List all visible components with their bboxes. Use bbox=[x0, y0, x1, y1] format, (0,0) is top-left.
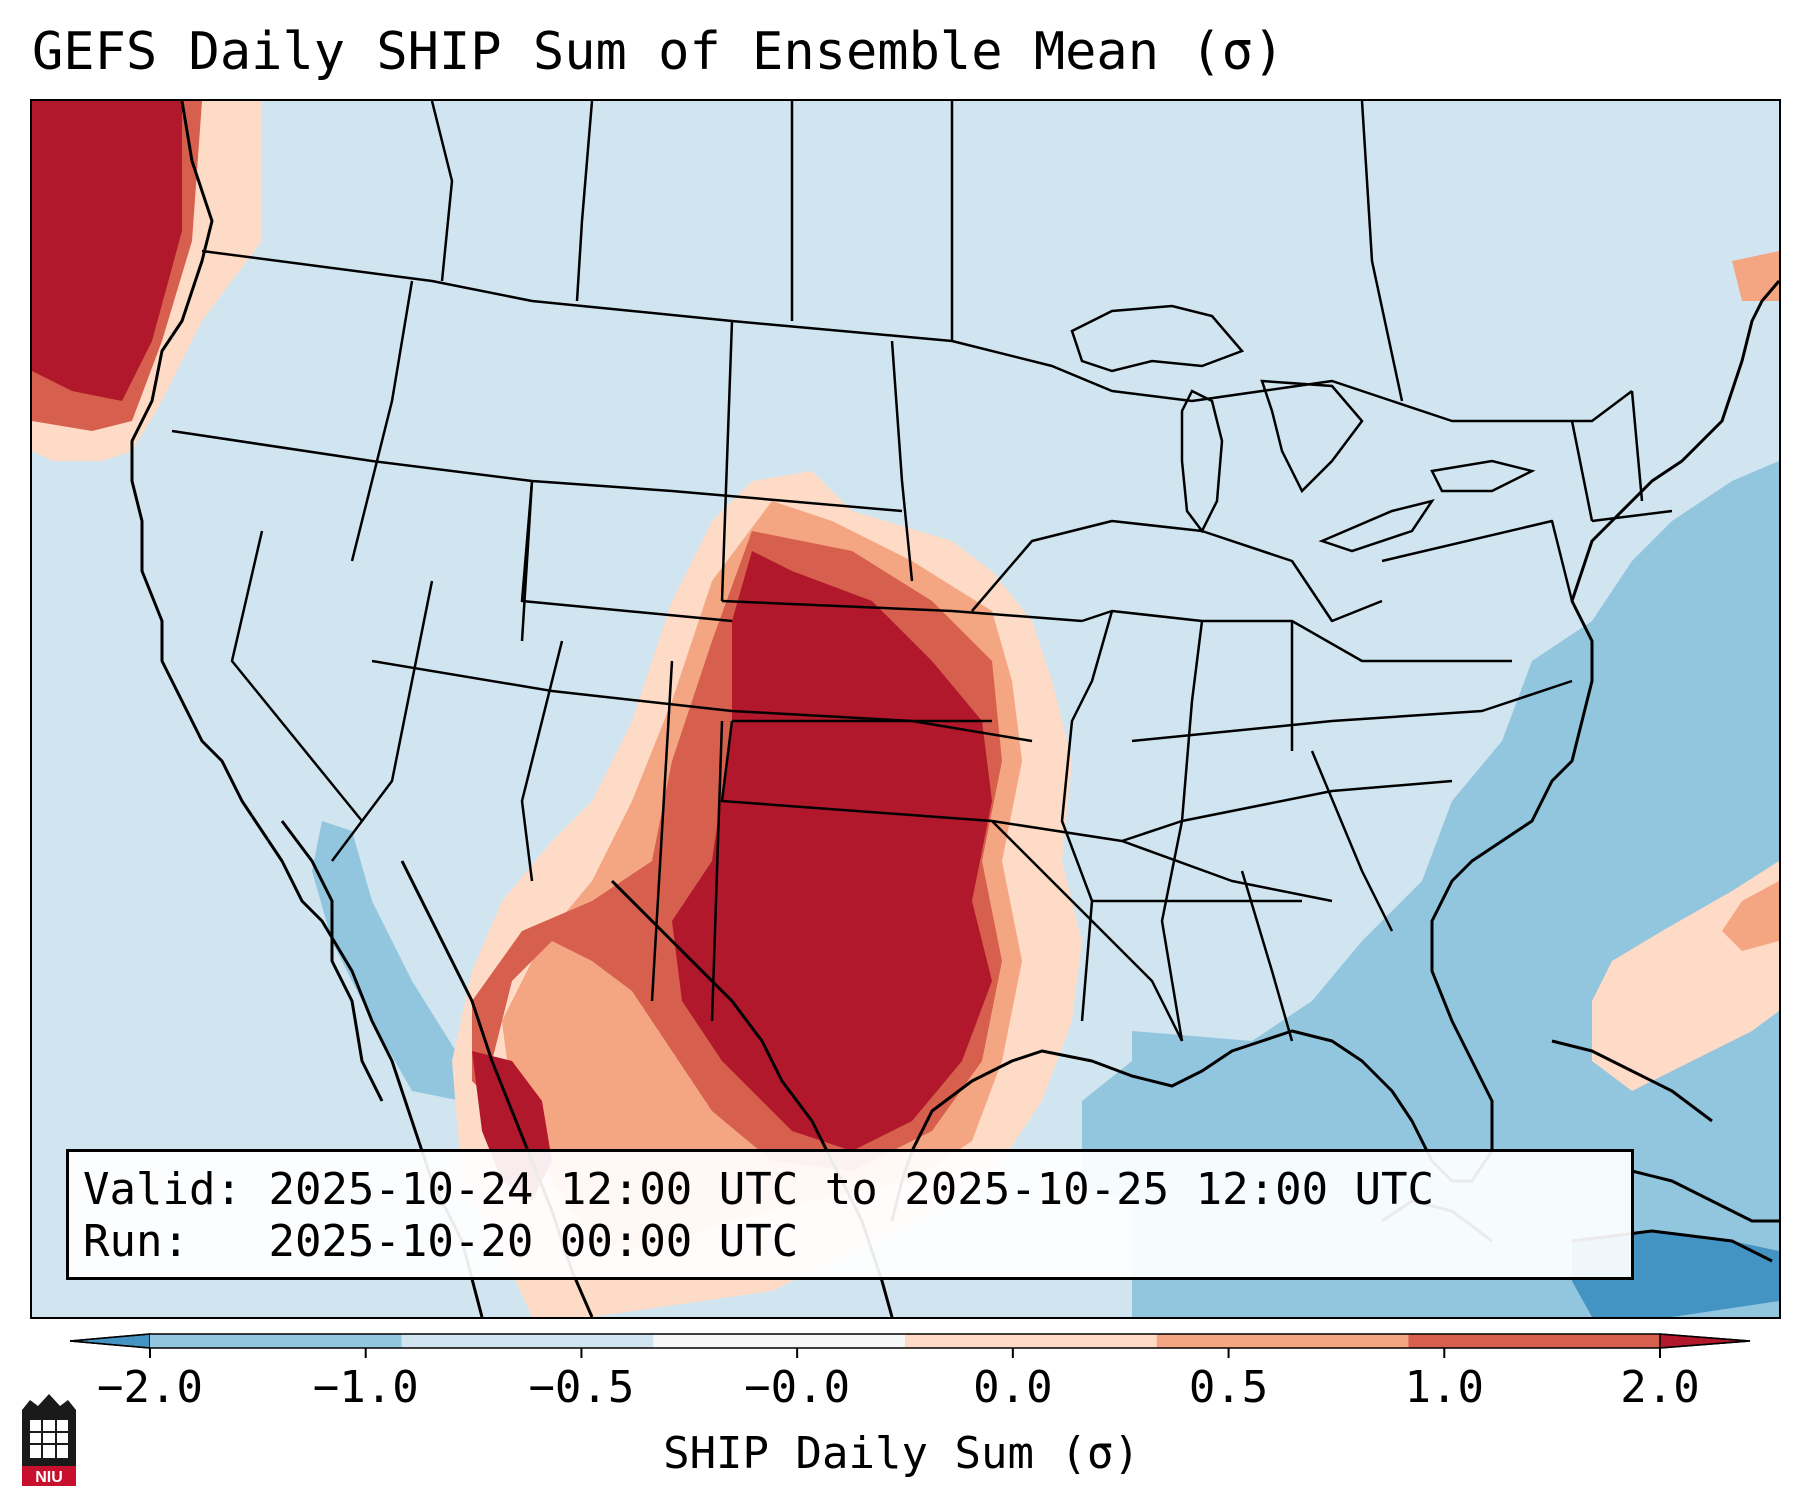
colorbar-tick-label: 2.0 bbox=[1620, 1362, 1700, 1413]
northeast-positive-spot bbox=[1732, 251, 1779, 301]
run-value: 2025-10-20 00:00 UTC bbox=[268, 1216, 799, 1267]
valid-line: Valid: 2025-10-24 12:00 UTC to 2025-10-2… bbox=[83, 1164, 1631, 1216]
valid-value: 2025-10-24 12:00 UTC to 2025-10-25 12:00… bbox=[268, 1164, 1435, 1215]
gulf-california-negative-region bbox=[312, 821, 462, 1101]
validity-info-box: Valid: 2025-10-24 12:00 UTC to 2025-10-2… bbox=[66, 1149, 1634, 1280]
colorbar bbox=[69, 1333, 1751, 1358]
atlantic-positive-core bbox=[1722, 881, 1779, 951]
colorbar-segment bbox=[401, 1334, 654, 1348]
colorbar-tickmarks bbox=[149, 1348, 1661, 1358]
colorbar-segment bbox=[905, 1334, 1157, 1348]
lake-erie bbox=[1318, 499, 1435, 553]
state-borders bbox=[171, 101, 1673, 1042]
niu-logo: NIU bbox=[22, 1394, 76, 1486]
colorbar-segment bbox=[150, 1334, 402, 1348]
run-label: Run: bbox=[83, 1216, 189, 1267]
colorbar-tick-label: −2.0 bbox=[97, 1362, 203, 1413]
logo-text: NIU bbox=[35, 1469, 63, 1486]
ship-map bbox=[32, 101, 1779, 1317]
colorbar-tick-labels: −2.0 −1.0 −0.5 −0.0 0.0 0.5 1.0 2.0 bbox=[0, 1362, 1803, 1422]
lake-ontario bbox=[1430, 459, 1536, 493]
plains-max-core bbox=[672, 551, 992, 1151]
colorbar-tick-label: −1.0 bbox=[312, 1362, 419, 1413]
lake-huron bbox=[1260, 379, 1364, 494]
colorbar-segment bbox=[653, 1334, 905, 1348]
lake-superior bbox=[1070, 304, 1245, 373]
map-title: GEFS Daily SHIP Sum of Ensemble Mean (σ) bbox=[32, 22, 1285, 82]
colorbar-tick-label: 0.0 bbox=[973, 1362, 1053, 1413]
colorbar-extend-low bbox=[69, 1333, 151, 1349]
colorbar-tick-label: 0.5 bbox=[1188, 1362, 1269, 1413]
pacific-northwest-core-region bbox=[32, 101, 182, 401]
colorbar-segment bbox=[1156, 1334, 1409, 1348]
colorbar-tick-label: −0.0 bbox=[744, 1362, 851, 1413]
colorbar-tick-label: 1.0 bbox=[1404, 1362, 1485, 1413]
colorbar-tick-label: −0.5 bbox=[528, 1362, 635, 1413]
map-panel bbox=[30, 99, 1781, 1319]
colorbar-extend-high bbox=[1659, 1333, 1751, 1349]
colorbar-label: SHIP Daily Sum (σ) bbox=[663, 1428, 1140, 1479]
colorbar-segments bbox=[69, 1333, 1751, 1349]
valid-label: Valid: bbox=[83, 1164, 242, 1215]
run-line: Run: 2025-10-20 00:00 UTC bbox=[83, 1216, 1631, 1268]
colorbar-segment bbox=[1408, 1334, 1660, 1348]
